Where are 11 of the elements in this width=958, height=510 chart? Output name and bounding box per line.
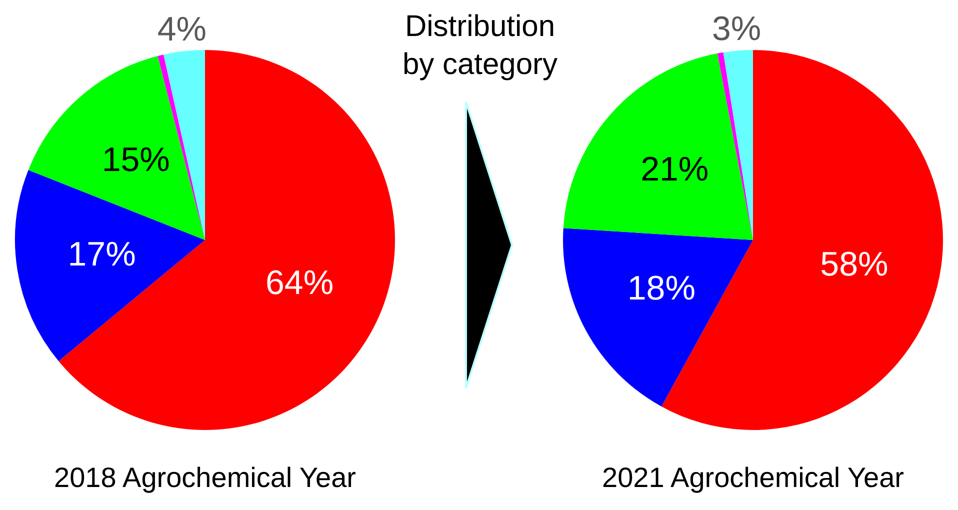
data-label: 18%: [627, 270, 696, 308]
data-label: 3%: [712, 10, 762, 48]
data-label: 58%: [820, 245, 888, 284]
text: 2018 Agrochemical Year: [53, 462, 357, 494]
text: Distribution by category: [401, 9, 559, 83]
data-label: 21%: [640, 150, 709, 188]
text: 2021 Agrochemical Year: [601, 462, 905, 494]
data-label: 64%: [266, 264, 334, 302]
data-label: 17%: [68, 236, 136, 274]
data-label: 4%: [157, 10, 207, 49]
data-label: 15%: [102, 140, 170, 179]
